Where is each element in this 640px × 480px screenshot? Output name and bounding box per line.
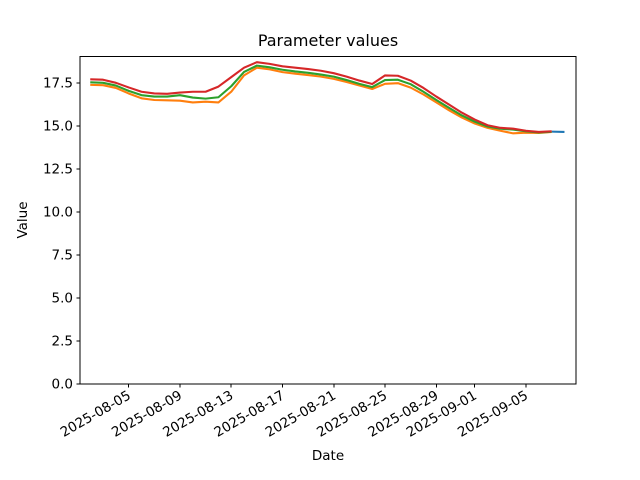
x-axis-label: Date — [312, 448, 344, 464]
y-tick-label: 12.5 — [43, 162, 73, 178]
y-tick-label: 0.0 — [52, 377, 73, 393]
chart-title: Parameter values — [258, 31, 398, 50]
y-tick-label: 17.5 — [43, 76, 73, 92]
y-tick-label: 7.5 — [52, 248, 73, 264]
series-red-line — [90, 61, 552, 134]
axes-group: 0.02.55.07.510.012.515.017.52025-08-0520… — [43, 56, 577, 441]
y-tick-label: 10.0 — [43, 205, 73, 221]
y-axis-label: Value — [15, 201, 31, 238]
series-orange-line — [90, 66, 552, 135]
plot-border — [79, 56, 577, 385]
series-group — [90, 61, 565, 135]
y-tick-label: 2.5 — [52, 334, 73, 350]
y-tick-label: 5.0 — [52, 291, 73, 307]
series-green-line — [90, 64, 552, 134]
y-tick-label: 15.0 — [43, 119, 73, 135]
